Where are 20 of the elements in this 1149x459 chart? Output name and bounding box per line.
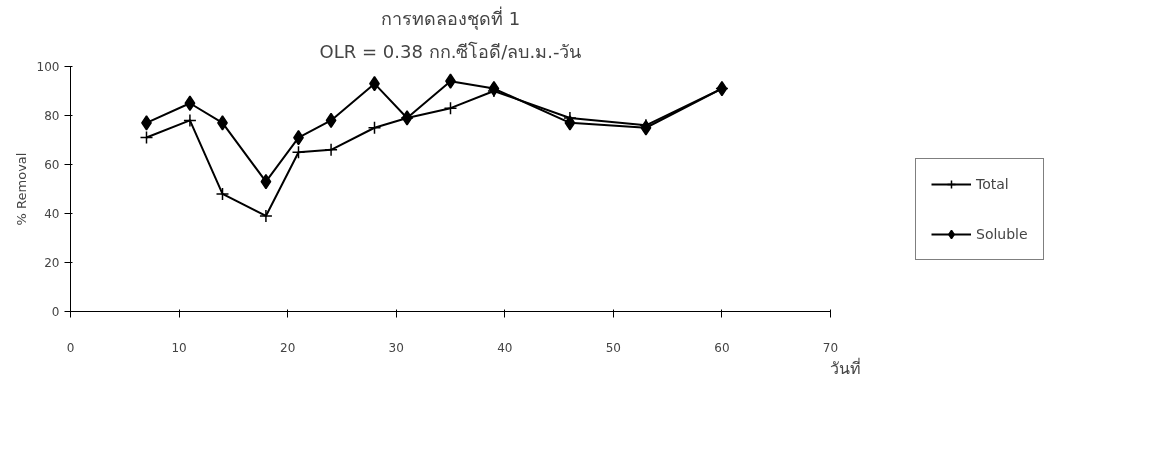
y-tick-label: 0 xyxy=(51,305,60,319)
y-tick-label: 20 xyxy=(44,256,60,270)
x-tick-label: 20 xyxy=(280,340,296,355)
y-axis-title: % Removal xyxy=(13,152,29,226)
legend-label: Total xyxy=(976,176,1009,192)
y-tick-label: 40 xyxy=(44,207,60,221)
y-tick-label: 80 xyxy=(44,109,60,123)
legend-label: Soluble xyxy=(976,226,1028,242)
y-tick-label: 100 xyxy=(36,60,60,74)
chart-title: การทดลองชุดที่ 1 xyxy=(380,5,521,30)
x-tick-label: 60 xyxy=(714,340,730,355)
x-axis-title: วันที่ xyxy=(829,356,861,378)
x-tick-label: 70 xyxy=(822,340,839,355)
x-tick-label: 50 xyxy=(605,340,621,355)
x-tick-label: 0 xyxy=(66,340,75,355)
x-tick-label: 30 xyxy=(388,340,404,355)
chart-subtitle: OLR = 0.38 กก.ซีโอดี/ลบ.ม.-วัน xyxy=(319,40,582,62)
x-tick-label: 10 xyxy=(171,340,187,355)
y-tick-label: 60 xyxy=(44,158,60,172)
x-tick-label: 40 xyxy=(497,340,513,355)
